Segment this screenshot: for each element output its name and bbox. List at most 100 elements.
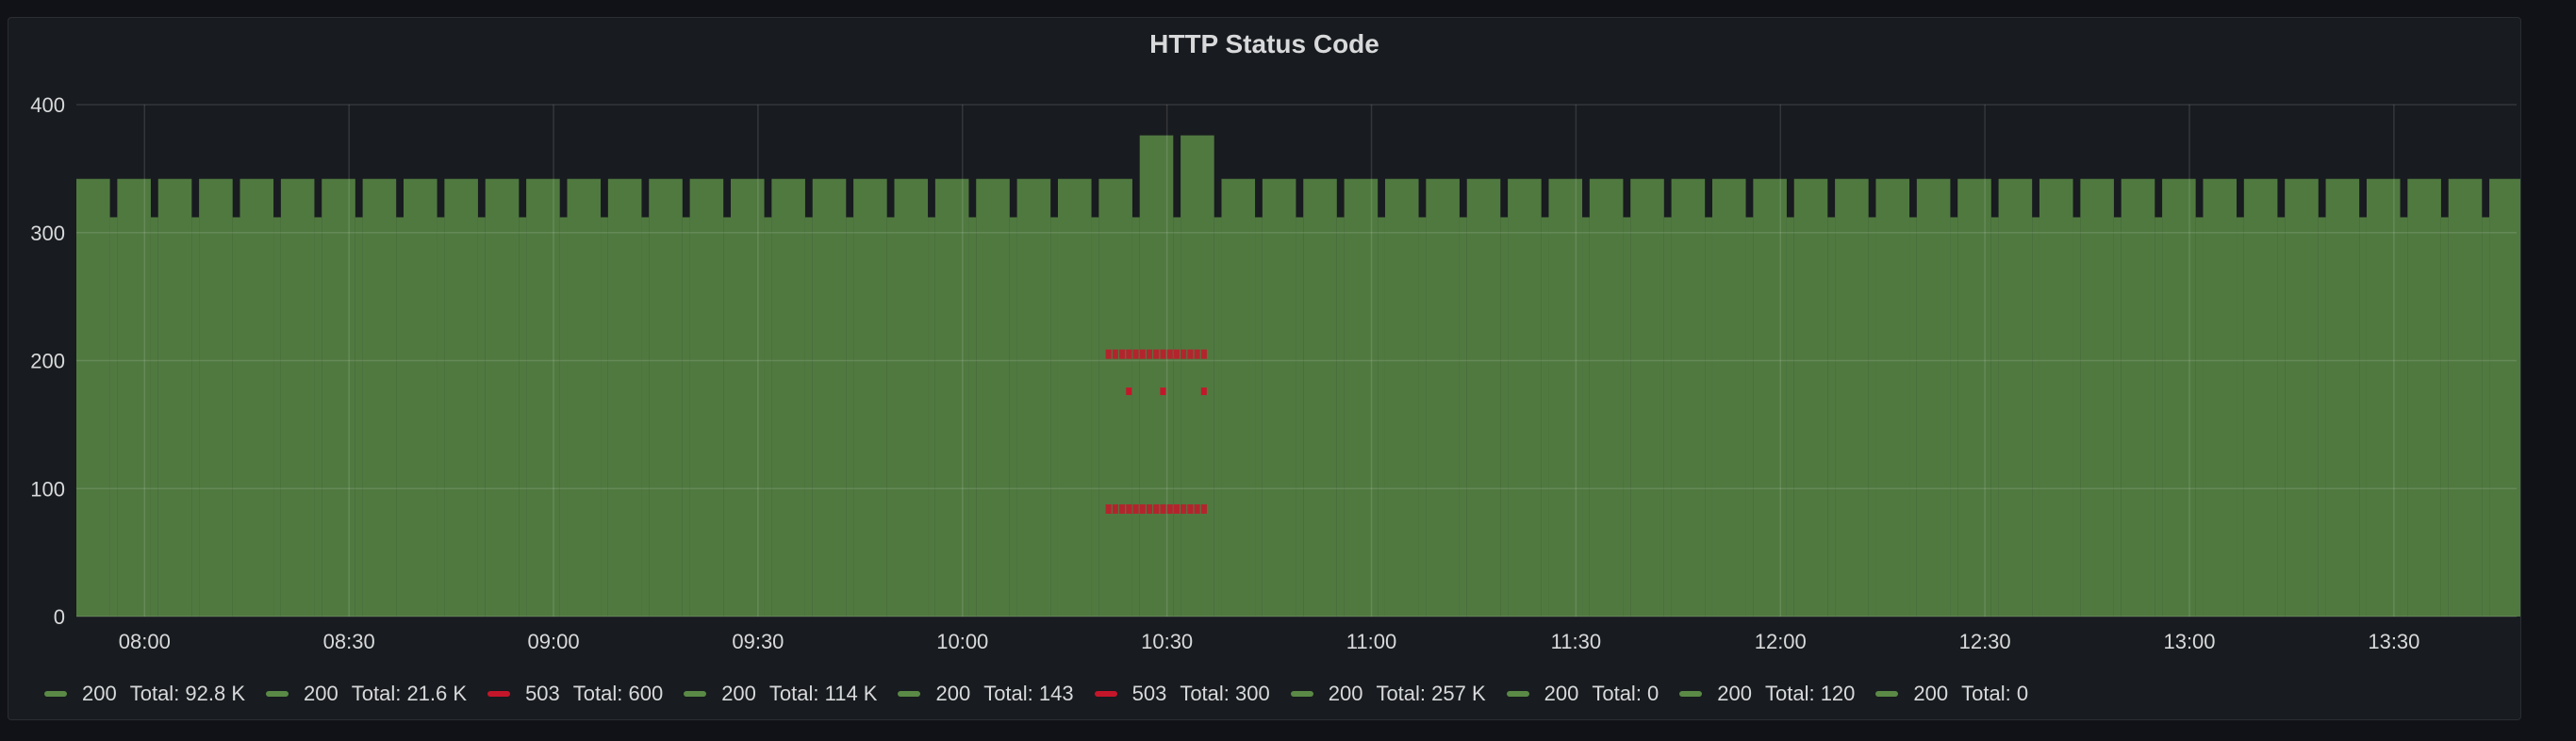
- legend-total: Total: 0: [1961, 682, 2029, 705]
- error-mark: [1160, 349, 1166, 359]
- bar: [239, 178, 274, 618]
- x-tick-label: 08:30: [323, 630, 375, 653]
- status-code-chart: 0 100 200 300 400 08:00 08:30 09:00 09:30 10:00 10…: [30, 93, 2520, 653]
- bar-gap: [928, 217, 935, 617]
- bar-gap: [1582, 217, 1590, 617]
- bar: [2325, 178, 2360, 618]
- legend-item[interactable]: 200 Total: 92.8 K: [44, 682, 245, 706]
- bar-gap: [191, 217, 200, 617]
- legend-name: 200: [1544, 682, 1579, 705]
- bar: [771, 178, 805, 618]
- error-mark: [1105, 349, 1112, 359]
- error-mark: [1139, 503, 1146, 514]
- error-mark: [1200, 503, 1207, 514]
- error-mark: [1112, 349, 1118, 359]
- y-tick-label: 0: [54, 605, 65, 629]
- bar: [1957, 178, 1991, 618]
- bar-gap: [1990, 217, 1999, 617]
- error-mark: [1160, 503, 1166, 514]
- bar: [1711, 178, 1746, 618]
- legend-item[interactable]: 200 Total: 21.6 K: [266, 682, 467, 706]
- bar-gap: [886, 217, 895, 617]
- bar: [1589, 178, 1624, 618]
- legend-total: Total: 0: [1592, 682, 1660, 705]
- bar: [2039, 178, 2073, 618]
- legend-swatch: [266, 691, 289, 697]
- bar: [526, 178, 560, 618]
- legend-name: 200: [1328, 682, 1363, 705]
- bar: [2203, 178, 2237, 618]
- bar: [1016, 178, 1051, 618]
- legend-total: Total: 120: [1765, 682, 1856, 705]
- legend-item[interactable]: 503 Total: 300: [1094, 682, 1270, 706]
- bar-gap: [1336, 217, 1345, 617]
- error-mark: [1153, 503, 1160, 514]
- bar: [1630, 178, 1664, 618]
- error-mark: [1200, 349, 1207, 359]
- bar-gap: [1214, 217, 1222, 617]
- bar-gap: [723, 217, 731, 617]
- bar-gap: [314, 217, 322, 617]
- legend-item[interactable]: 200 Total: 143: [898, 682, 1074, 706]
- bar: [2285, 178, 2319, 618]
- bar-gap: [2482, 217, 2490, 617]
- bar: [1875, 178, 1910, 618]
- bar: [280, 178, 315, 618]
- legend-total: Total: 143: [983, 682, 1074, 705]
- bar-gap: [109, 217, 118, 617]
- bar: [730, 178, 765, 618]
- bar-gap: [1500, 217, 1509, 617]
- legend-item[interactable]: 200 Total: 257 K: [1290, 682, 1486, 706]
- legend-swatch: [1290, 691, 1313, 697]
- bar: [1548, 178, 1583, 618]
- bar: [1057, 178, 1092, 618]
- legend-item[interactable]: 200 Total: 120: [1679, 682, 1855, 706]
- bar: [403, 178, 438, 618]
- legend-swatch: [1506, 691, 1529, 697]
- bar: [1098, 178, 1132, 618]
- error-mark: [1181, 503, 1187, 514]
- legend-item[interactable]: 503 Total: 600: [487, 682, 663, 706]
- legend-total: Total: 300: [1180, 682, 1270, 705]
- legend-item[interactable]: 200 Total: 0: [1875, 682, 2028, 706]
- bar-gap: [641, 217, 650, 617]
- x-tick-label: 08:00: [119, 630, 171, 653]
- bar: [2080, 178, 2114, 618]
- bar: [934, 178, 969, 618]
- bar: [607, 178, 642, 618]
- error-mark: [1119, 503, 1126, 514]
- bar: [976, 178, 1010, 618]
- bar-gap: [601, 217, 608, 617]
- legend-total: Total: 21.6 K: [351, 682, 468, 705]
- error-mark: [1173, 349, 1181, 359]
- bar-gap: [1623, 217, 1631, 617]
- bar: [894, 178, 929, 618]
- bar: [1181, 135, 1214, 617]
- bar: [322, 178, 355, 618]
- bar-gap: [1131, 217, 1140, 617]
- bar-gap: [1950, 217, 1958, 617]
- x-tick-label: 13:30: [2368, 630, 2419, 653]
- y-tick-label: 200: [30, 350, 65, 373]
- y-tick-label: 100: [30, 477, 65, 501]
- bar: [2162, 178, 2196, 618]
- bar-gap: [477, 217, 486, 617]
- x-tick-label: 09:00: [528, 630, 580, 653]
- error-mark: [1200, 387, 1207, 396]
- bar-gap: [1827, 217, 1836, 617]
- bar: [2407, 178, 2441, 618]
- legend-item[interactable]: 200 Total: 0: [1506, 682, 1660, 706]
- legend-total: Total: 600: [572, 682, 664, 705]
- bar-gap: [1378, 217, 1385, 617]
- legend-name: 200: [82, 682, 117, 705]
- y-tick-label: 400: [30, 93, 65, 117]
- bar: [485, 178, 520, 618]
- bar-gap: [2318, 217, 2326, 617]
- bar: [1139, 135, 1174, 617]
- bar: [1998, 178, 2033, 618]
- legend-name: 200: [1913, 682, 1949, 705]
- bar: [157, 178, 192, 618]
- legend-item[interactable]: 200 Total: 114 K: [684, 682, 877, 706]
- bar-gap: [2237, 217, 2244, 617]
- bar-gap: [1909, 217, 1917, 617]
